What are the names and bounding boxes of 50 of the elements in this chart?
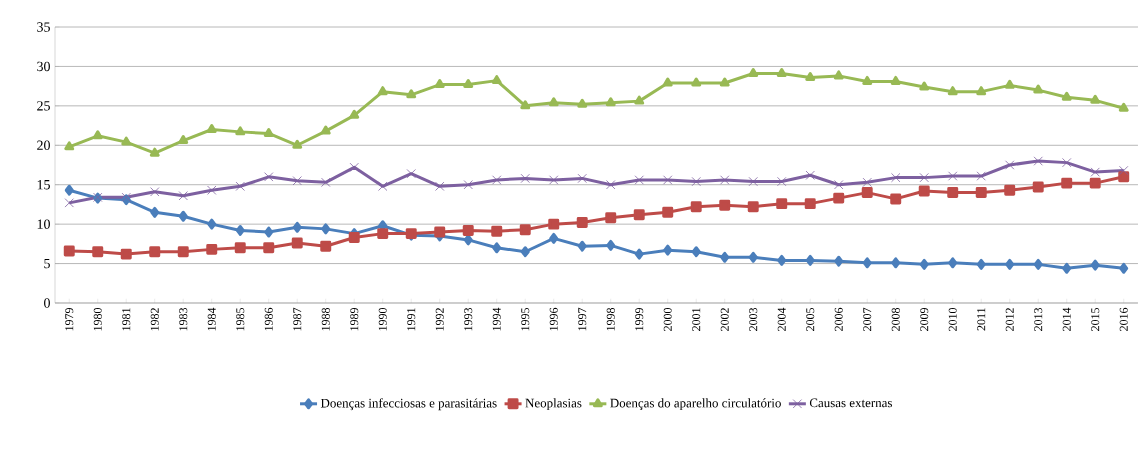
x-tick-label: 2003: [749, 307, 758, 331]
x-tick-label: 1995: [521, 307, 530, 331]
x-tick-label: 1989: [350, 308, 359, 331]
y-tick-label: 35: [37, 22, 50, 32]
x-tick-label: 1986: [264, 307, 273, 331]
x-tick-label: 2007: [863, 307, 872, 331]
x-tick-label: 1982: [150, 308, 159, 331]
x-tick-label: 2004: [777, 307, 786, 331]
x-tick-label: 2008: [891, 307, 900, 331]
x-tick-label: 1983: [179, 307, 188, 331]
x-tick-label: 2016: [1119, 307, 1128, 331]
x-tick-label: 2001: [692, 308, 701, 331]
x-tick-label: 1985: [236, 307, 245, 331]
x-tick-label: 1992: [435, 308, 444, 331]
x-tick-label: 1999: [635, 308, 644, 331]
x-tick-label: 1994: [492, 307, 501, 331]
x-tick-label: 1980: [93, 307, 102, 331]
x-tick-label: 2011: [977, 308, 986, 331]
y-tick-label: 10: [37, 219, 50, 229]
x-tick-label: 1981: [122, 308, 131, 331]
x-tick-label: 2002: [720, 308, 729, 331]
y-tick-label: 25: [37, 101, 50, 111]
x-tick-label: 1997: [578, 307, 587, 331]
y-tick-label: 20: [37, 140, 50, 150]
y-tick-label: 0: [44, 298, 50, 308]
x-tick-label: 1993: [464, 307, 473, 331]
legend-label: Doenças infecciosas e parasitárias: [320, 398, 497, 411]
x-tick-label: 2012: [1005, 308, 1014, 331]
y-tick-label: 15: [37, 180, 50, 190]
x-tick-label: 2015: [1091, 307, 1100, 331]
legend-label: Causas externas: [809, 398, 892, 408]
legend-label: Neoplasias: [525, 398, 582, 411]
x-tick-label: 1984: [207, 307, 216, 331]
x-tick-label: 2005: [806, 307, 815, 331]
x-tick-label: 2006: [834, 307, 843, 331]
x-tick-label: 2013: [1034, 307, 1043, 331]
x-tick-label: 2000: [663, 307, 672, 331]
y-tick-label: 5: [44, 258, 50, 269]
x-tick-label: 1991: [407, 308, 416, 331]
x-tick-label: 1988: [321, 307, 330, 331]
x-tick-label: 2010: [948, 307, 957, 331]
x-tick-label: 1990: [378, 307, 387, 331]
x-tick-label: 1979: [65, 308, 74, 331]
x-tick-label: 1987: [293, 307, 302, 331]
x-tick-label: 1996: [549, 307, 558, 331]
y-tick-label: 30: [37, 61, 50, 72]
x-tick-label: 1998: [606, 307, 615, 331]
legend-label: Doenças do aparelho circulatório: [610, 398, 781, 411]
x-tick-label: 2014: [1062, 307, 1071, 331]
x-tick-label: 2009: [920, 308, 929, 331]
